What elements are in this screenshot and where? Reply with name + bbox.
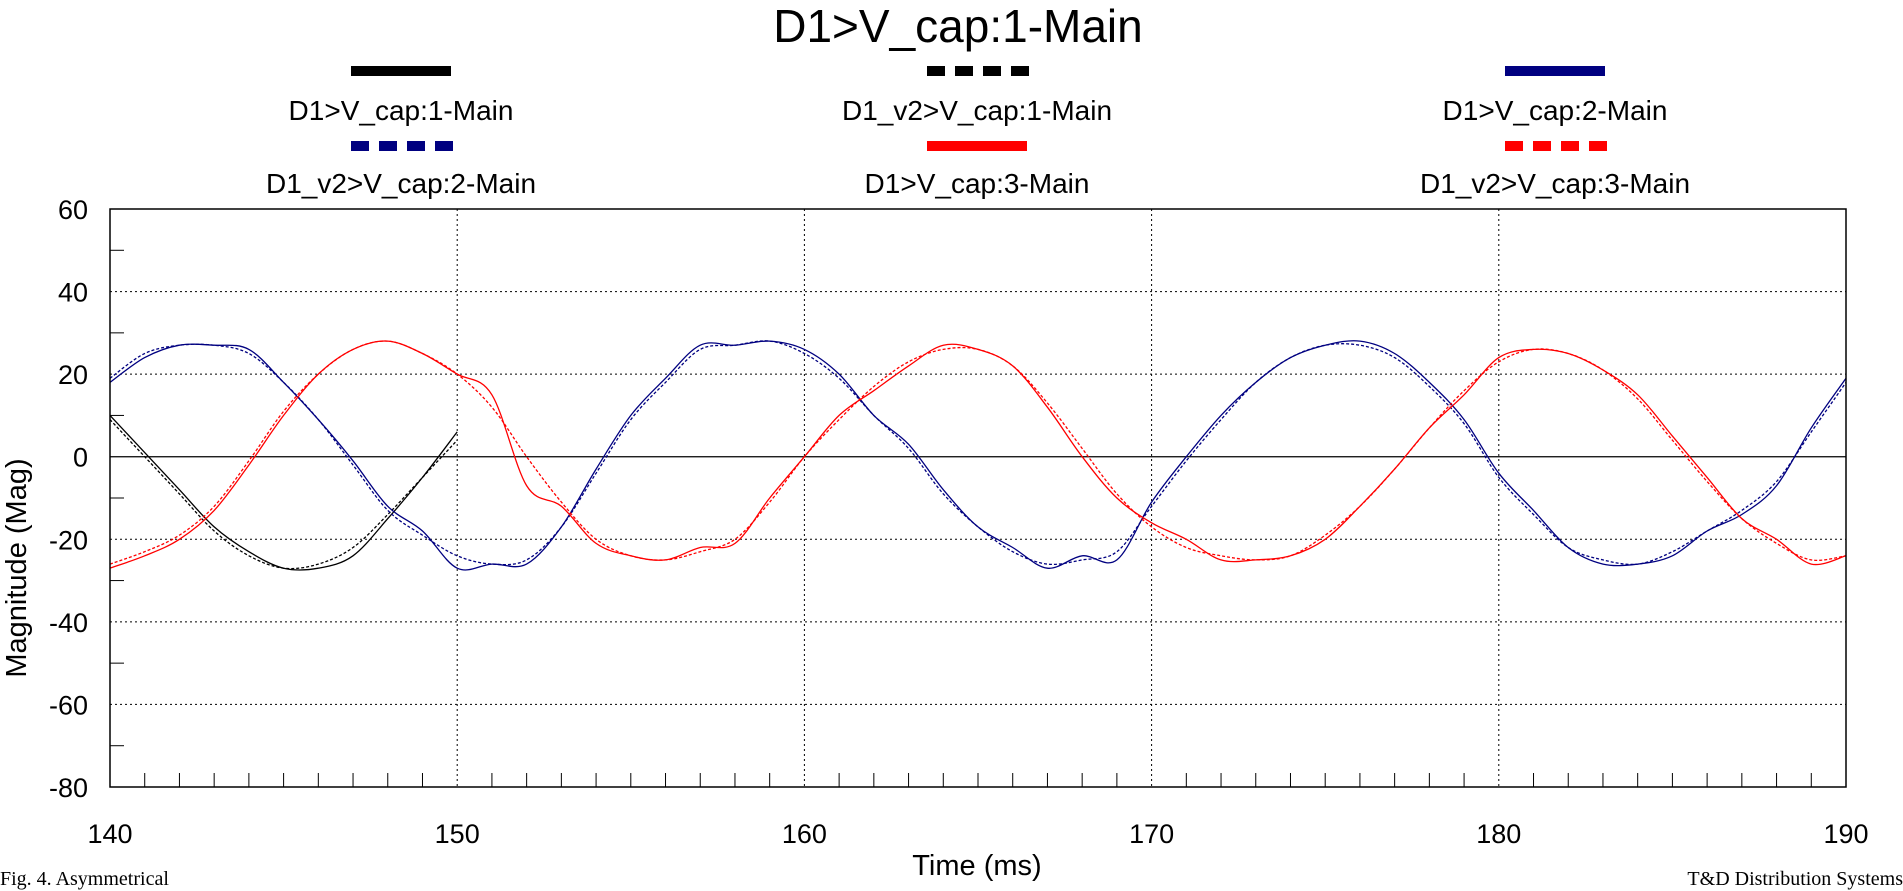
series-line-1	[109, 414, 458, 571]
plot-frame	[109, 208, 1847, 788]
series-line-6	[109, 340, 1847, 565]
y-tick-label: 20	[58, 360, 88, 390]
legend-swatch-dash	[435, 141, 453, 151]
series-line-2	[109, 419, 458, 570]
legend-label: D1>V_cap:3-Main	[865, 168, 1090, 199]
legend-label: D1_v2>V_cap:3-Main	[1420, 168, 1690, 199]
legend-swatch-dash	[1533, 141, 1551, 151]
legend-label: D1>V_cap:1-Main	[289, 95, 514, 126]
legend-swatch	[351, 66, 451, 76]
legend-entry-1: D1>V_cap:1-Main	[289, 66, 514, 126]
y-tick-label: 40	[58, 278, 88, 308]
y-tick-label: 60	[58, 195, 88, 225]
series-line-5	[109, 340, 1847, 569]
plot-series	[109, 340, 1847, 571]
legend-entry-3: D1>V_cap:2-Main	[1443, 66, 1668, 126]
legend-swatch-dash	[1505, 141, 1523, 151]
legend-label: D1_v2>V_cap:2-Main	[266, 168, 536, 199]
legend-swatch	[927, 141, 1027, 151]
legend-swatch-dash	[927, 66, 945, 76]
y-tick-label: -40	[49, 608, 88, 638]
x-tick-label: 180	[1476, 819, 1521, 849]
legend-entry-4: D1_v2>V_cap:2-Main	[266, 141, 536, 199]
y-tick-label: -20	[49, 525, 88, 555]
legend-entry-5: D1>V_cap:3-Main	[865, 141, 1090, 199]
legend-swatch-dash	[351, 141, 369, 151]
y-axis-label: Magnitude (Mag)	[1, 458, 33, 677]
x-tick-label: 170	[1129, 819, 1174, 849]
y-tick-label: 0	[73, 443, 88, 473]
legend-swatch-dash	[1011, 66, 1029, 76]
legend-swatch-dash	[379, 141, 397, 151]
legend-swatch-dash	[1589, 141, 1607, 151]
legend-entry-2: D1_v2>V_cap:1-Main	[842, 66, 1112, 126]
legend: D1>V_cap:1-Main D1_v2>V_cap:1-Main D1>V_ca…	[266, 66, 1690, 199]
caption-fragment-left: Fig. 4. Asymmetrical	[0, 868, 169, 890]
x-tick-label: 150	[435, 819, 480, 849]
legend-entry-6: D1_v2>V_cap:3-Main	[1420, 141, 1690, 199]
x-tick-label: 160	[782, 819, 827, 849]
legend-swatch-dash	[407, 141, 425, 151]
y-tick-label: -80	[49, 773, 88, 803]
x-axis-tick-labels: 140 150 160 170 180 190	[87, 819, 1868, 849]
minor-ticks	[110, 249, 1812, 787]
legend-swatch-dash	[1561, 141, 1579, 151]
x-tick-label: 140	[87, 819, 132, 849]
x-axis-label: Time (ms)	[912, 850, 1041, 882]
x-tick-label: 190	[1823, 819, 1868, 849]
legend-swatch-dash	[955, 66, 973, 76]
series-line-4	[109, 340, 1847, 566]
y-axis-tick-labels: 60 40 20 0 -20 -40 -60 -80	[49, 195, 88, 803]
legend-swatch-dash	[983, 66, 1001, 76]
grid	[110, 209, 1846, 787]
chart-title: D1>V_cap:1-Main	[773, 0, 1142, 52]
y-tick-label: -60	[49, 690, 88, 720]
legend-label: D1_v2>V_cap:1-Main	[842, 95, 1112, 126]
legend-swatch	[1505, 66, 1605, 76]
series-line-3	[109, 340, 1847, 571]
caption-fragment-right: T&D Distribution Systems	[1687, 868, 1903, 890]
legend-label: D1>V_cap:2-Main	[1443, 95, 1668, 126]
